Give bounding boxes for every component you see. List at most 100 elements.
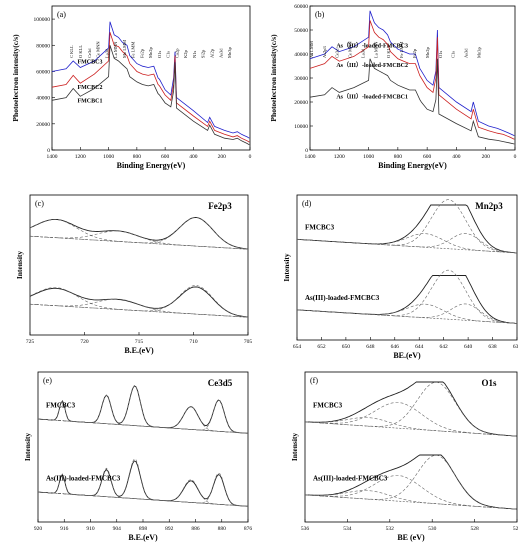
peak-annotation: La3d: [104, 48, 109, 58]
y-tick-label: 80000: [36, 43, 50, 49]
fit-component-1: [29, 219, 249, 250]
x-tick-label: 530: [428, 526, 437, 532]
y-tick-label: 40000: [294, 52, 308, 58]
series-line-1: [51, 32, 250, 143]
y-tick-label: 0: [47, 148, 50, 154]
peak-annotation: As3d: [464, 48, 469, 58]
peak-annotation: Ce3d: [87, 48, 92, 58]
peak-annotation: O KLL: [386, 45, 391, 58]
panel-letter: (b): [315, 10, 325, 19]
series-label: As（III）-loaded-FMCBC1: [336, 92, 408, 100]
bottom-spectrum-label: As(III)-loaded-FMCBC3: [305, 294, 380, 302]
panel-letter: (e): [43, 376, 52, 385]
y-axis-label: Intensity: [23, 433, 32, 462]
peak-annotation: O1s: [438, 51, 443, 58]
envelope-line: [29, 217, 249, 250]
y-tick-label: 40000: [36, 96, 50, 102]
series-line-2: [51, 45, 250, 146]
y-tick-label: 20000: [294, 100, 308, 106]
panel-letter: (c): [35, 199, 44, 208]
plot-frame: [309, 5, 516, 151]
peak-annotation: Ce MNN: [348, 41, 353, 58]
x-tick-label: 652: [317, 344, 326, 350]
peak-annotation: As LMM: [309, 41, 314, 58]
x-tick-label: 1000: [103, 154, 114, 160]
x-tick-label: 720: [80, 339, 89, 345]
series-label: As（III）-loaded-FMCBC3: [336, 42, 408, 50]
series-line-0: [51, 21, 250, 139]
series-label: FMCBC2: [77, 85, 102, 91]
x-tick-label: 534: [343, 526, 352, 532]
x-tick-label: 400: [452, 154, 461, 160]
panel-3: (d) Mn2p3 654 652 650 648 646 644 642 640 638 636 BE…: [282, 194, 518, 360]
panel-title: Mn2p3: [475, 201, 503, 211]
fit-component-2: [296, 303, 518, 324]
peak-annotation: Mn3p: [227, 46, 232, 58]
peak-annotation: As3d: [218, 48, 223, 58]
fit-component-4: [37, 472, 249, 507]
x-tick-label: 536: [301, 526, 310, 532]
fit-component-1: [296, 233, 518, 254]
fit-component-2: [304, 490, 518, 510]
x-tick-label: 0: [249, 154, 252, 160]
x-axis-label: B.E.(eV): [124, 346, 154, 355]
bottom-spectrum-label: As(III)-loaded-FMCBC3: [313, 475, 388, 483]
x-axis-label: Binding Energy(eV): [117, 161, 186, 170]
panel-1: (b) 1400 1200 1000 800 600 400 200 0 Binding Ener…: [269, 4, 517, 170]
x-tick-label: 200: [218, 154, 227, 160]
plot-frame: [304, 371, 518, 523]
x-axis-label: BE.(eV): [393, 351, 421, 360]
x-tick-label: 800: [133, 154, 142, 160]
x-tick-label: 710: [189, 339, 198, 345]
peak-annotation: O KLL: [78, 45, 83, 58]
x-tick-label: 0: [514, 154, 517, 160]
x-tick-label: 1400: [305, 154, 316, 160]
envelope-line: [304, 381, 518, 437]
peak-annotation: As2p3: [322, 45, 327, 58]
peak-annotation: Si2p: [201, 49, 206, 58]
y-tick-label: 30000: [294, 76, 308, 82]
peak-annotation: N1s: [192, 51, 197, 58]
y-axis-label: Intensity: [290, 433, 299, 462]
x-tick-label: 600: [423, 154, 432, 160]
y-axis-label: Photoelectron intensity(c/s): [269, 34, 278, 122]
peak-annotation: Al2p: [210, 48, 215, 58]
fit-component-1: [304, 402, 518, 437]
x-tick-label: 876: [244, 526, 253, 532]
series-line-0: [309, 10, 515, 136]
x-tick-label: 916: [60, 526, 69, 532]
peak-annotation: La MNN: [373, 41, 378, 58]
x-tick-label: 200: [482, 154, 491, 160]
plot-frame: [51, 5, 251, 151]
panel-letter: (a): [57, 10, 66, 19]
panel-letter: (f): [310, 376, 318, 385]
fit-component-0: [29, 217, 249, 250]
x-tick-label: 646: [391, 344, 400, 350]
fit-component-0: [29, 285, 249, 318]
plot-frame: [29, 194, 249, 336]
x-axis-label: Binding Energy(eV): [378, 161, 447, 170]
fit-component-2: [29, 230, 249, 250]
fit-component-0: [304, 381, 518, 437]
panel-4: (e) Ce3d5 920 916 910 904 898 892 886 880 876 B.E.(…: [23, 371, 253, 542]
top-spectrum-label: FMCBC3: [313, 402, 343, 410]
peak-annotation: Mn2p: [148, 46, 153, 58]
x-tick-label: 1200: [334, 154, 345, 160]
x-tick-label: 1400: [47, 154, 58, 160]
x-axis-label: BE (eV): [397, 533, 425, 542]
series-label: As（III）-loaded-FMCBC2: [336, 61, 408, 69]
peak-annotation: C KLL: [69, 45, 74, 58]
x-tick-label: 904: [113, 526, 122, 532]
y-tick-label: 0: [305, 148, 308, 154]
series-line-2: [309, 58, 515, 145]
peak-annotation: Ce MNN: [96, 41, 101, 58]
peak-annotation: Ca2p: [174, 48, 179, 58]
y-tick-label: 20000: [36, 122, 50, 128]
x-tick-label: 1200: [75, 154, 86, 160]
x-tick-label: 644: [415, 344, 424, 350]
x-tick-label: 638: [488, 344, 497, 350]
x-tick-label: 800: [394, 154, 403, 160]
series-line-1: [309, 20, 515, 140]
